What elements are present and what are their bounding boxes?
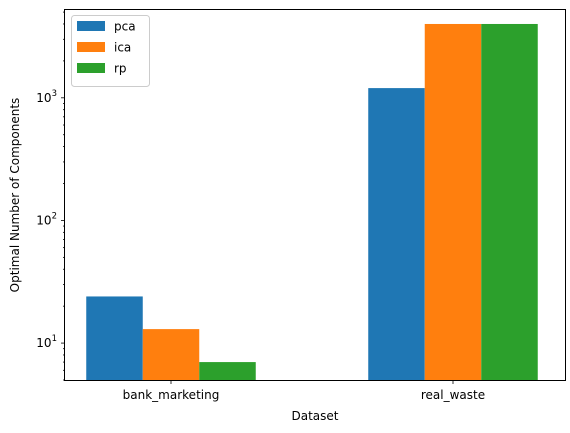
- y-ticks-group: 101 102 103: [36, 11, 65, 381]
- legend-swatch-ica: [77, 42, 105, 52]
- legend-label-pca: pca: [114, 20, 136, 34]
- legend-swatch-pca: [77, 21, 105, 31]
- bar-ica-bank_marketing: [142, 329, 200, 380]
- x-tick-label: real_waste: [421, 388, 485, 402]
- bar-rp-real_waste: [481, 23, 538, 381]
- x-ticks-group: bank_marketing real_waste: [123, 380, 485, 402]
- legend-swatch-rp: [77, 63, 105, 73]
- bars-group: [86, 23, 538, 381]
- y-axis-label: Optimal Number of Components: [8, 98, 22, 293]
- bar-ica-real_waste: [424, 23, 482, 381]
- bar-pca-real_waste: [368, 88, 425, 381]
- legend-label-ica: ica: [114, 41, 131, 55]
- x-tick-label: bank_marketing: [123, 388, 220, 402]
- x-axis-label: Dataset: [292, 409, 339, 423]
- y-tick-label: 102: [36, 211, 57, 227]
- y-tick-label: 103: [36, 89, 57, 105]
- bar-rp-bank_marketing: [199, 362, 256, 380]
- bar-pca-bank_marketing: [86, 296, 143, 380]
- plot-frame: [64, 9, 566, 381]
- y-tick-label: 101: [36, 334, 57, 350]
- legend-label-rp: rp: [114, 62, 127, 76]
- legend: pca ica rp: [71, 15, 150, 87]
